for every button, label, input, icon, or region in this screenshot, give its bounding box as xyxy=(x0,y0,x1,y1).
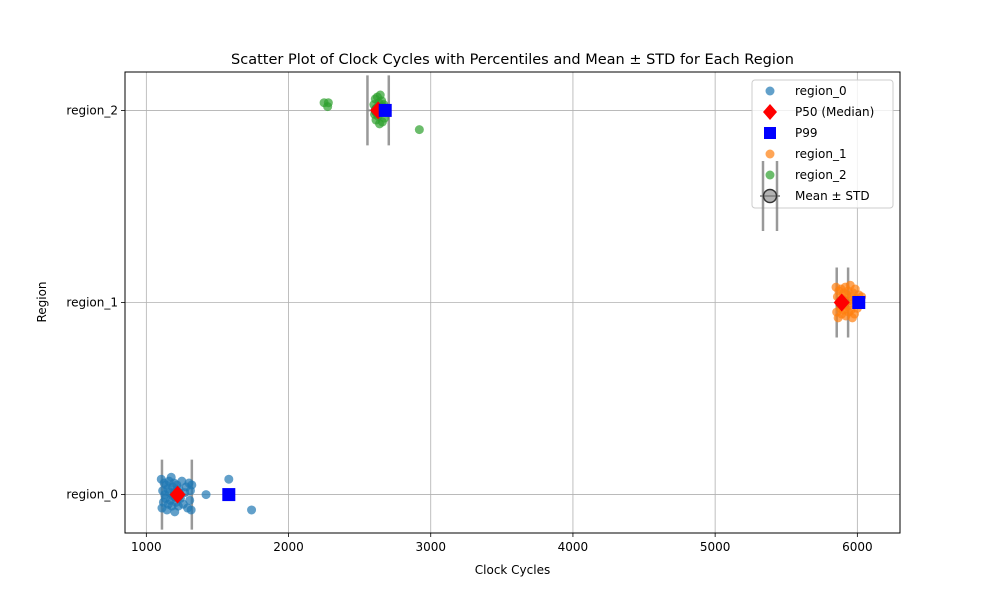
x-tick-label: 1000 xyxy=(131,540,162,554)
data-point xyxy=(186,505,196,515)
data-point xyxy=(224,474,234,484)
data-point xyxy=(323,98,333,108)
legend-label: region_0 xyxy=(795,84,847,98)
series-region_2 xyxy=(319,90,424,135)
legend-label: region_2 xyxy=(795,168,847,182)
p50-marker xyxy=(169,485,186,504)
legend-label: Mean ± STD xyxy=(795,189,870,203)
axis-ticks: 1000 2000 3000 4000 5000 6000 region_0 region_1… xyxy=(66,103,872,554)
legend-entry: region_2 xyxy=(765,168,847,182)
legend-entry: region_1 xyxy=(765,147,847,161)
legend-entry: region_0 xyxy=(765,84,847,98)
legend-label: P50 (Median) xyxy=(795,105,874,119)
p99-marker xyxy=(222,488,236,502)
p99-marker xyxy=(378,103,392,117)
x-tick-label: 5000 xyxy=(700,540,731,554)
x-tick-label: 2000 xyxy=(273,540,304,554)
x-tick-label: 6000 xyxy=(842,540,873,554)
p99-marker xyxy=(852,296,866,309)
y-tick-label: region_1 xyxy=(66,296,118,310)
legend-marker xyxy=(764,127,776,139)
data-point xyxy=(414,125,424,135)
percentile-markers xyxy=(169,101,866,504)
x-axis-label: Clock Cycles xyxy=(475,563,550,577)
data-point xyxy=(185,495,195,505)
x-tick-label: 3000 xyxy=(415,540,446,554)
y-axis-label: Region xyxy=(35,281,49,322)
legend-marker xyxy=(765,86,775,96)
y-tick-label: region_2 xyxy=(66,103,118,117)
legend-entry: P99 xyxy=(764,126,818,140)
chart-title: Scatter Plot of Clock Cycles with Percen… xyxy=(231,52,794,68)
legend-marker xyxy=(763,104,777,120)
y-tick-label: region_0 xyxy=(66,488,118,502)
legend-marker xyxy=(762,188,778,204)
legend-label: region_1 xyxy=(795,147,847,161)
data-point xyxy=(187,480,197,490)
p50-marker xyxy=(833,293,850,312)
legend-box xyxy=(751,79,894,209)
legend-entry: P50 (Median) xyxy=(763,104,874,120)
legend-label: P99 xyxy=(795,126,818,140)
x-tick-label: 4000 xyxy=(558,540,589,554)
data-point xyxy=(247,505,257,515)
legend-marker xyxy=(765,170,775,180)
legend: region_0 P50 (Median) P99 region_1 region_2 M… xyxy=(751,79,894,231)
legend-marker xyxy=(765,149,775,159)
data-point xyxy=(201,490,211,500)
legend-entry: Mean ± STD xyxy=(760,161,870,231)
